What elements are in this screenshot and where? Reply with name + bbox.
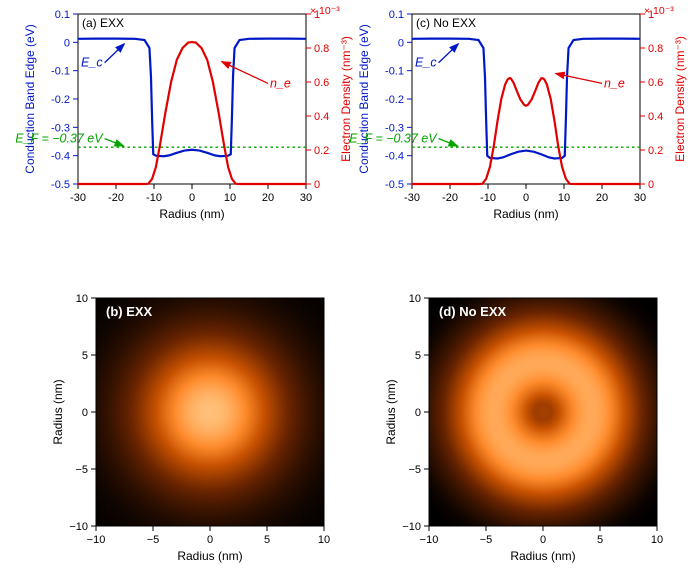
- x-tick-label: −10: [420, 534, 439, 546]
- y-left-tick-label: 0.1: [55, 9, 70, 21]
- y-right-tick-label: 0: [314, 179, 320, 191]
- y-left-axis-label: Conduction Band Edge (eV): [23, 24, 37, 173]
- y-tick-label: −10: [69, 521, 88, 533]
- x-tick-label: −5: [147, 534, 160, 546]
- annotation-arrow: [556, 74, 602, 84]
- y-axis-label: Radius (nm): [384, 379, 398, 444]
- x-tick-label: 20: [262, 192, 274, 204]
- y-right-tick-label: 0.2: [314, 145, 329, 157]
- x-tick-label: 0: [523, 192, 529, 204]
- y-left-tick-label: 0.1: [389, 9, 404, 21]
- annotation-label: E_c: [415, 56, 437, 70]
- heatmap-axes: −10 −5 0 5 10 −10 −5 0 5 10 Radius (nm) Radius (nm)…: [379, 248, 700, 576]
- y-right-tick-label: 0.4: [314, 111, 329, 123]
- y-right-tick-label: 0.8: [648, 43, 663, 55]
- x-tick-label: 20: [596, 192, 608, 204]
- annotation-arrow: [105, 44, 125, 63]
- y-tick-label: 5: [82, 350, 88, 362]
- y-tick-label: 0: [415, 407, 421, 419]
- y-tick-label: 10: [409, 293, 421, 305]
- panel-tag: (a) EXX: [82, 16, 124, 30]
- ne-curve: [412, 78, 640, 184]
- x-tick-label: 30: [300, 192, 312, 204]
- line-chart: -30-20-100102030-0.5-0.4-0.3-0.2-0.100.1…: [350, 4, 700, 230]
- x-tick-label: -30: [70, 192, 86, 204]
- y-left-tick-label: 0: [64, 37, 70, 49]
- x-tick-label: -20: [442, 192, 458, 204]
- panel-tag: (c) No EXX: [416, 16, 476, 30]
- panel-tag: (b) EXX: [106, 304, 153, 319]
- x-tick-label: -10: [146, 192, 162, 204]
- figure-root: -30-20-100102030-0.5-0.4-0.3-0.2-0.100.1…: [0, 0, 700, 569]
- x-tick-label: -30: [404, 192, 420, 204]
- heatmap-panel: −10−50510−10−50510Radius (nm)Radius (nm)…: [429, 298, 657, 526]
- x-tick-label: 10: [318, 534, 330, 546]
- heatmap-panel: −10−50510−10−50510Radius (nm)Radius (nm)…: [96, 298, 324, 526]
- ec-curve: [412, 39, 640, 159]
- annotation-arrow: [439, 139, 458, 146]
- y-left-tick-label: -0.1: [385, 66, 404, 78]
- annotation-arrow: [222, 62, 268, 84]
- x-axis-label: Radius (nm): [510, 549, 575, 563]
- annotation-label: E_F = −0.37 eV: [16, 132, 104, 146]
- x-tick-label: 0: [207, 534, 213, 546]
- x-tick-label: 10: [651, 534, 663, 546]
- y-left-tick-label: -0.5: [385, 179, 404, 191]
- x-tick-label: -20: [108, 192, 124, 204]
- y-right-exponent: × 10⁻³: [310, 5, 340, 17]
- x-tick-label: −10: [87, 534, 106, 546]
- y-left-tick-label: -0.2: [385, 94, 404, 106]
- y-left-tick-label: -0.4: [51, 151, 70, 163]
- y-left-axis-label: Conduction Band Edge (eV): [357, 24, 371, 173]
- annotation-arrow: [439, 44, 459, 63]
- annotation-label: n_e: [270, 76, 291, 90]
- y-right-tick-label: 0: [648, 179, 654, 191]
- y-right-tick-label: 0.4: [648, 111, 663, 123]
- x-tick-label: −5: [480, 534, 493, 546]
- y-tick-label: 0: [82, 407, 88, 419]
- y-right-axis-label: Electron Density (nm⁻³): [673, 36, 687, 162]
- x-axis-label: Radius (nm): [159, 207, 224, 221]
- line-chart: -30-20-100102030-0.5-0.4-0.3-0.2-0.100.1…: [16, 4, 374, 230]
- x-axis-label: Radius (nm): [493, 207, 558, 221]
- y-tick-label: −5: [75, 464, 88, 476]
- y-right-exponent: × 10⁻³: [644, 5, 674, 17]
- x-tick-label: 0: [540, 534, 546, 546]
- panel-tag: (d) No EXX: [439, 304, 506, 319]
- y-tick-label: −10: [402, 521, 421, 533]
- annotation-label: E_F = −0.37 eV: [350, 132, 438, 146]
- y-right-tick-label: 0.6: [648, 77, 663, 89]
- x-tick-label: 10: [224, 192, 236, 204]
- y-tick-label: 10: [76, 293, 88, 305]
- x-tick-label: 30: [634, 192, 646, 204]
- y-left-tick-label: -0.5: [51, 179, 70, 191]
- annotation-label: E_c: [81, 56, 103, 70]
- annotation-arrow: [105, 139, 124, 146]
- x-axis-label: Radius (nm): [177, 549, 242, 563]
- x-tick-label: 5: [264, 534, 270, 546]
- y-left-tick-label: -0.1: [51, 66, 70, 78]
- x-tick-label: -10: [480, 192, 496, 204]
- y-left-tick-label: 0: [398, 37, 404, 49]
- x-tick-label: 5: [597, 534, 603, 546]
- y-left-tick-label: -0.2: [51, 94, 70, 106]
- annotation-label: n_e: [604, 76, 625, 90]
- heatmap-axes: −10 −5 0 5 10 −10 −5 0 5 10 Radius (nm) Radius (nm)…: [46, 248, 374, 576]
- y-axis-label: Radius (nm): [51, 379, 65, 444]
- y-right-tick-label: 0.2: [648, 145, 663, 157]
- y-tick-label: 5: [415, 350, 421, 362]
- x-tick-label: 10: [558, 192, 570, 204]
- y-tick-label: −5: [408, 464, 421, 476]
- y-left-tick-label: -0.4: [385, 151, 404, 163]
- y-right-tick-label: 0.8: [314, 43, 329, 55]
- y-right-tick-label: 0.6: [314, 77, 329, 89]
- x-tick-label: 0: [189, 192, 195, 204]
- ne-curve: [78, 42, 306, 184]
